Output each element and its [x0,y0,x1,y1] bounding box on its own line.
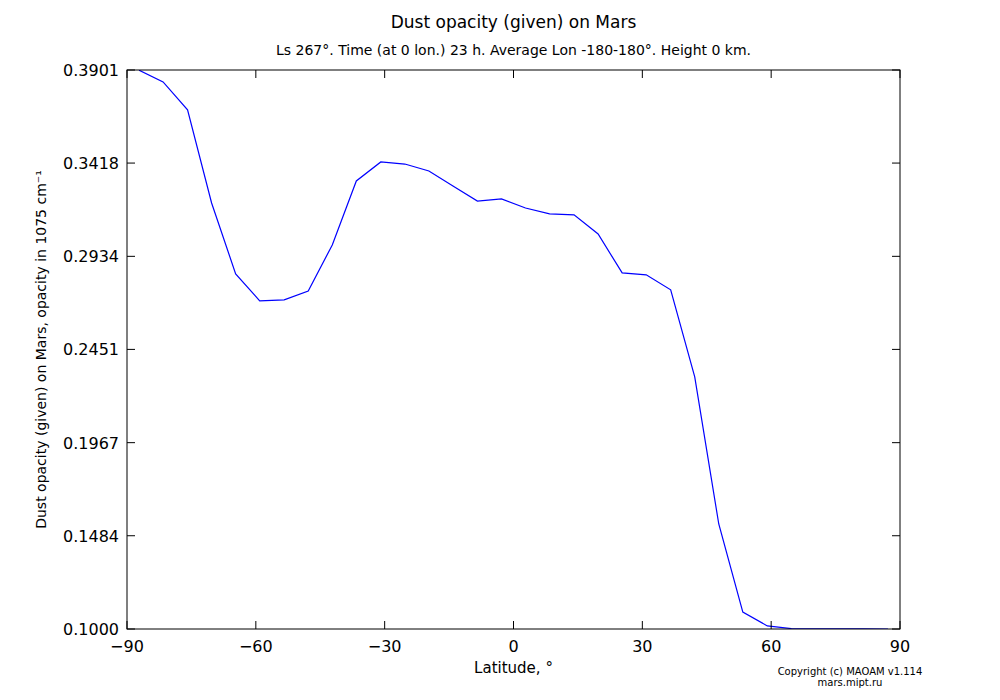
subtitle: Ls 267°. Time (at 0 lon.) 23 h. Average … [276,42,751,58]
y-tick-right [892,256,900,257]
x-tick-label: 30 [632,637,652,656]
y-tick-label: 0.1000 [63,620,119,639]
y-tick [127,163,135,164]
x-tick-label: 60 [761,637,781,656]
y-tick-right [892,349,900,350]
title: Dust opacity (given) on Mars [391,12,637,32]
y-tick-label: 0.1484 [63,527,119,546]
x-tick [900,621,901,629]
annotation: Copyright (c) MAOAM v1.114 [778,666,923,677]
x-tick-label: −60 [239,637,273,656]
y-tick [127,70,135,71]
x-tick [384,621,385,629]
x-axis-label: Latitude, ° [474,659,553,677]
y-tick [127,349,135,350]
x-tick-top [255,70,256,78]
y-tick-right [892,442,900,443]
x-tick-top [513,70,514,78]
x-tick-top [771,70,772,78]
x-tick-top [384,70,385,78]
frame [127,70,900,629]
x-tick [127,621,128,629]
y-tick-right [892,535,900,536]
y-tick-label: 0.2451 [63,340,119,359]
x-tick-label: 90 [890,637,910,656]
x-tick [513,621,514,629]
y-tick [127,256,135,257]
y-tick-right [892,163,900,164]
x-tick-label: −90 [110,637,144,656]
y-tick-label: 0.1967 [63,434,119,453]
x-tick-top [642,70,643,78]
plot-area [139,70,888,629]
y-axis-label: Dust opacity (given) on Mars, opacity in… [33,170,49,529]
x-tick [642,621,643,629]
background [0,0,1000,700]
y-tick [127,535,135,536]
y-tick-label: 0.3418 [63,154,119,173]
x-tick-label: 0 [508,637,518,656]
y-tick [127,442,135,443]
chart: −90 −60 −30 0 30 60 90 0.1000 0.1484 0.1967 0.2451… [0,0,1000,700]
y-tick-label: 0.2934 [63,247,119,266]
y-tick [127,629,135,630]
x-tick [771,621,772,629]
y-tick-right [892,70,900,71]
x-tick-top [900,70,901,78]
x-tick-label: −30 [368,637,402,656]
x-tick-top [127,70,128,78]
data-line [139,70,888,629]
y-tick-right [892,629,900,630]
x-tick [255,621,256,629]
y-tick-label: 0.3901 [63,61,119,80]
annotation: mars.mipt.ru [818,677,883,688]
